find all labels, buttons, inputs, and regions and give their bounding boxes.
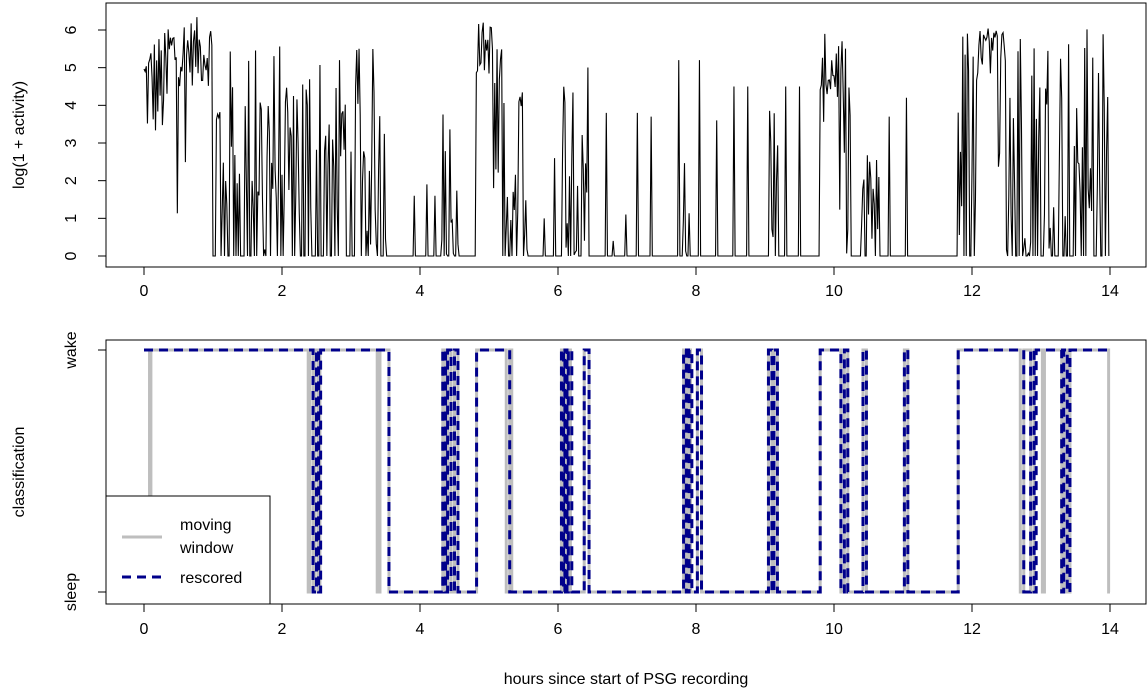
- y-tick-label: wake: [63, 331, 80, 369]
- x-tick-label: 8: [692, 283, 701, 300]
- x-tick-label: 0: [140, 283, 149, 300]
- x-tick-label: 4: [416, 621, 425, 638]
- x-tick-label: 6: [554, 283, 563, 300]
- activity-y-axis: 0 1 2 3 4 5 6: [63, 25, 107, 260]
- x-tick-label: 14: [1101, 621, 1119, 638]
- x-tick-label: 2: [278, 283, 287, 300]
- legend-label-rescored: rescored: [180, 570, 242, 587]
- x-tick-label: 12: [963, 283, 981, 300]
- classification-x-axis: 0 2 4 6 8 10 12 14: [140, 603, 1119, 638]
- series-moving-window: [144, 348, 1111, 594]
- legend-box: [105, 495, 271, 605]
- classification-y-axis: sleep wake: [63, 331, 107, 611]
- classification-panel: 0 2 4 6 8 10 12 14 sleep wake classification hou…: [11, 331, 1147, 688]
- x-tick-label: 10: [825, 283, 843, 300]
- y-tick-label: 6: [63, 25, 80, 34]
- activity-x-axis: 0 2 4 6 8 10 12 14: [140, 266, 1119, 300]
- series-rescored: [144, 348, 1110, 594]
- x-tick-label: 8: [692, 621, 701, 638]
- classification-y-axis-label: classification: [11, 427, 28, 518]
- y-tick-label: 1: [63, 214, 80, 223]
- y-tick-label: 4: [63, 101, 80, 110]
- legend: moving window rescored: [105, 495, 271, 605]
- y-tick-label: 3: [63, 138, 80, 147]
- x-tick-label: 10: [825, 621, 843, 638]
- activity-series-layer: [143, 17, 1110, 257]
- legend-label-moving-window-2: window: [179, 540, 234, 557]
- y-tick-label: 0: [63, 251, 80, 260]
- classification-series-layer: [144, 348, 1111, 594]
- y-tick-label: 2: [63, 176, 80, 185]
- activity-trace: [143, 17, 1110, 257]
- activity-y-axis-label: log(1 + activity): [11, 81, 28, 189]
- x-tick-label: 14: [1101, 283, 1119, 300]
- x-tick-label: 0: [140, 621, 149, 638]
- x-tick-label: 12: [963, 621, 981, 638]
- x-tick-label: 2: [278, 621, 287, 638]
- x-tick-label: 4: [416, 283, 425, 300]
- y-tick-label: sleep: [63, 573, 80, 611]
- x-axis-label: hours since start of PSG recording: [504, 671, 749, 688]
- y-tick-label: 5: [63, 63, 80, 72]
- x-tick-label: 6: [554, 621, 563, 638]
- legend-label-moving-window-1: moving: [180, 517, 232, 534]
